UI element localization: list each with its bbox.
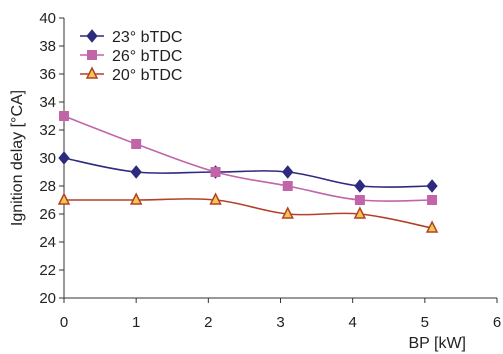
x-tick-label: 2 [204,314,212,331]
y-tick-label: 34 [39,94,56,111]
y-tick-label: 30 [39,150,56,167]
legend-item: 23° bTDC [80,29,182,46]
series-square [60,112,437,205]
x-axis-title: BP [kW] [409,335,467,352]
data-point [131,166,141,178]
legend-marker [88,51,97,60]
series-line [64,116,432,201]
data-point [59,152,69,164]
y-tick-label: 20 [39,290,56,307]
y-tick-label: 32 [39,122,56,139]
data-point [355,196,364,205]
legend-label: 23° bTDC [112,29,182,46]
legend-label: 20° bTDC [112,67,182,84]
x-tick-label: 5 [421,314,429,331]
legend-item: 26° bTDC [80,48,182,65]
legend-item: 20° bTDC [80,67,182,84]
y-tick-label: 26 [39,206,56,223]
series-line [64,199,432,228]
data-point [132,140,141,149]
data-point [59,194,69,204]
x-tick-label: 1 [132,314,140,331]
legend-marker [87,68,97,78]
data-point [283,182,292,191]
x-tick-label: 3 [276,314,284,331]
legend: 23° bTDC 26° bTDC 20° bTDC [80,29,182,84]
series-diamond [59,152,437,192]
series-line [64,158,432,187]
x-tick-label: 4 [348,314,356,331]
y-tick-label: 38 [39,38,56,55]
legend-label: 26° bTDC [112,48,182,65]
y-tick-label: 28 [39,178,56,195]
data-point [427,180,437,192]
data-point [355,180,365,192]
y-axis-title: Ignition delay [°CA] [9,90,26,226]
legend-marker [87,30,97,42]
y-tick-label: 40 [39,10,56,27]
x-tick-label: 0 [60,314,68,331]
data-point [428,196,437,205]
data-point [211,168,220,177]
series-layer [59,112,437,233]
x-tick-label: 6 [493,314,501,331]
data-point [131,194,141,204]
y-tick-label: 36 [39,66,56,83]
y-tick-label: 22 [39,262,56,279]
data-point [283,166,293,178]
data-point [60,112,69,121]
y-tick-label: 24 [39,234,56,251]
series-triangle [59,194,437,232]
